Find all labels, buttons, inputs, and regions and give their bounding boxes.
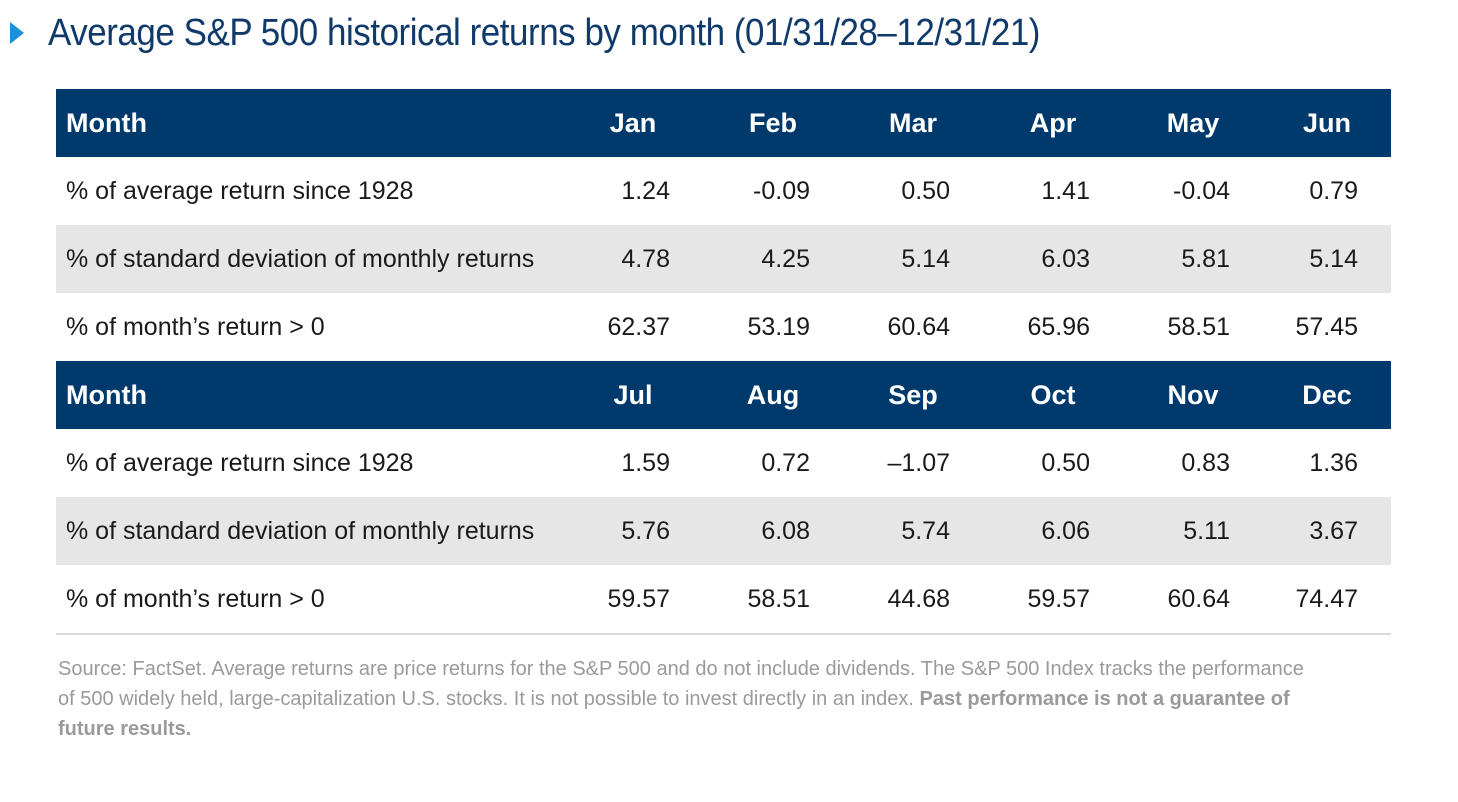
table-row: % of average return since 1928 1.59 0.72 –1…: [56, 429, 1391, 497]
value-cell-dec: 74.47: [1295, 584, 1358, 613]
returns-table: Month Jan Feb Mar Apr May Jun% of average retu…: [56, 89, 1391, 633]
month-header-may: May: [1123, 89, 1263, 157]
title-bar: Average S&P 500 historical returns by mo…: [10, 8, 1126, 58]
value-cell-sep: 5.74: [843, 497, 983, 565]
source-text: Source: FactSet. Average returns are pri…: [58, 658, 1304, 710]
value-cell-oct: 6.06: [983, 497, 1123, 565]
value-cell-sep: 44.68: [887, 584, 950, 613]
table-row: % of standard deviation of monthly retur…: [56, 497, 1391, 565]
value-cell-apr: 1.41: [1041, 176, 1090, 205]
value-cell-mar: 0.50: [901, 176, 950, 205]
value-cell-may: 58.51: [1167, 312, 1230, 341]
header-label: Month: [56, 361, 563, 429]
month-header-jul: Jul: [563, 361, 703, 429]
returns-table-body: Month Jan Feb Mar Apr May Jun% of average retu…: [56, 89, 1391, 633]
value-cell-aug: 58.51: [747, 584, 810, 613]
row-label: % of standard deviation of monthly retur…: [56, 497, 563, 565]
source-disclaimer: Past performance is not a guarantee of f…: [58, 688, 1290, 740]
value-cell-jun: 5.14: [1263, 225, 1391, 293]
table-header-row: Month Jan Feb Mar Apr May Jun: [56, 89, 1391, 157]
value-cell-mar: 5.14: [843, 225, 983, 293]
value-cell-jan: 62.37: [607, 312, 670, 341]
month-header-feb: Feb: [703, 89, 843, 157]
returns-table-wrapper: Month Jan Feb Mar Apr May Jun% of average retu…: [56, 89, 1391, 635]
value-cell-jan: 4.78: [563, 225, 703, 293]
table-row: % of month’s return > 0 59.57 58.51 44.68 59…: [56, 565, 1391, 633]
table-row: % of month’s return > 0 62.37 53.19 60.64 65…: [56, 293, 1391, 361]
value-cell-feb: 4.25: [703, 225, 843, 293]
month-header-mar: Mar: [843, 89, 983, 157]
value-cell-apr: 6.03: [983, 225, 1123, 293]
value-cell-jul: 59.57: [607, 584, 670, 613]
row-label: % of month’s return > 0: [66, 584, 325, 613]
value-cell-oct: 0.50: [1041, 448, 1090, 477]
value-cell-nov: 0.83: [1181, 448, 1230, 477]
month-header-oct: Oct: [983, 361, 1123, 429]
month-header-dec: Dec: [1263, 361, 1391, 429]
month-header-apr: Apr: [983, 89, 1123, 157]
month-header-jun: Jun: [1263, 89, 1391, 157]
value-cell-jan: 1.24: [621, 176, 670, 205]
value-cell-jul: 5.76: [563, 497, 703, 565]
table-row: % of standard deviation of monthly retur…: [56, 225, 1391, 293]
header-label: Month: [56, 89, 563, 157]
value-cell-aug: 6.08: [703, 497, 843, 565]
row-label: % of month’s return > 0: [66, 312, 325, 341]
title-marker-icon: [10, 22, 24, 44]
month-header-sep: Sep: [843, 361, 983, 429]
row-label: % of average return since 1928: [66, 448, 414, 477]
row-label: % of average return since 1928: [66, 176, 414, 205]
value-cell-nov: 60.64: [1167, 584, 1230, 613]
row-label: % of standard deviation of monthly retur…: [56, 225, 563, 293]
value-cell-sep: –1.07: [887, 448, 950, 477]
month-header-aug: Aug: [703, 361, 843, 429]
value-cell-oct: 59.57: [1027, 584, 1090, 613]
value-cell-jun: 57.45: [1295, 312, 1358, 341]
value-cell-may: -0.04: [1173, 176, 1230, 205]
month-header-nov: Nov: [1123, 361, 1263, 429]
value-cell-feb: 53.19: [747, 312, 810, 341]
value-cell-jun: 0.79: [1309, 176, 1358, 205]
value-cell-mar: 60.64: [887, 312, 950, 341]
table-row: % of average return since 1928 1.24 -0.09 0…: [56, 157, 1391, 225]
table-header-row: Month Jul Aug Sep Oct Nov Dec: [56, 361, 1391, 429]
value-cell-jul: 1.59: [621, 448, 670, 477]
value-cell-may: 5.81: [1123, 225, 1263, 293]
source-note: Source: FactSet. Average returns are pri…: [58, 654, 1308, 744]
value-cell-apr: 65.96: [1027, 312, 1090, 341]
table-bottom-rule: [56, 633, 1391, 635]
page-title: Average S&P 500 historical returns by mo…: [48, 11, 1040, 54]
value-cell-dec: 1.36: [1309, 448, 1358, 477]
value-cell-nov: 5.11: [1123, 497, 1263, 565]
month-header-jan: Jan: [563, 89, 703, 157]
value-cell-feb: -0.09: [753, 176, 810, 205]
value-cell-aug: 0.72: [761, 448, 810, 477]
value-cell-dec: 3.67: [1263, 497, 1391, 565]
